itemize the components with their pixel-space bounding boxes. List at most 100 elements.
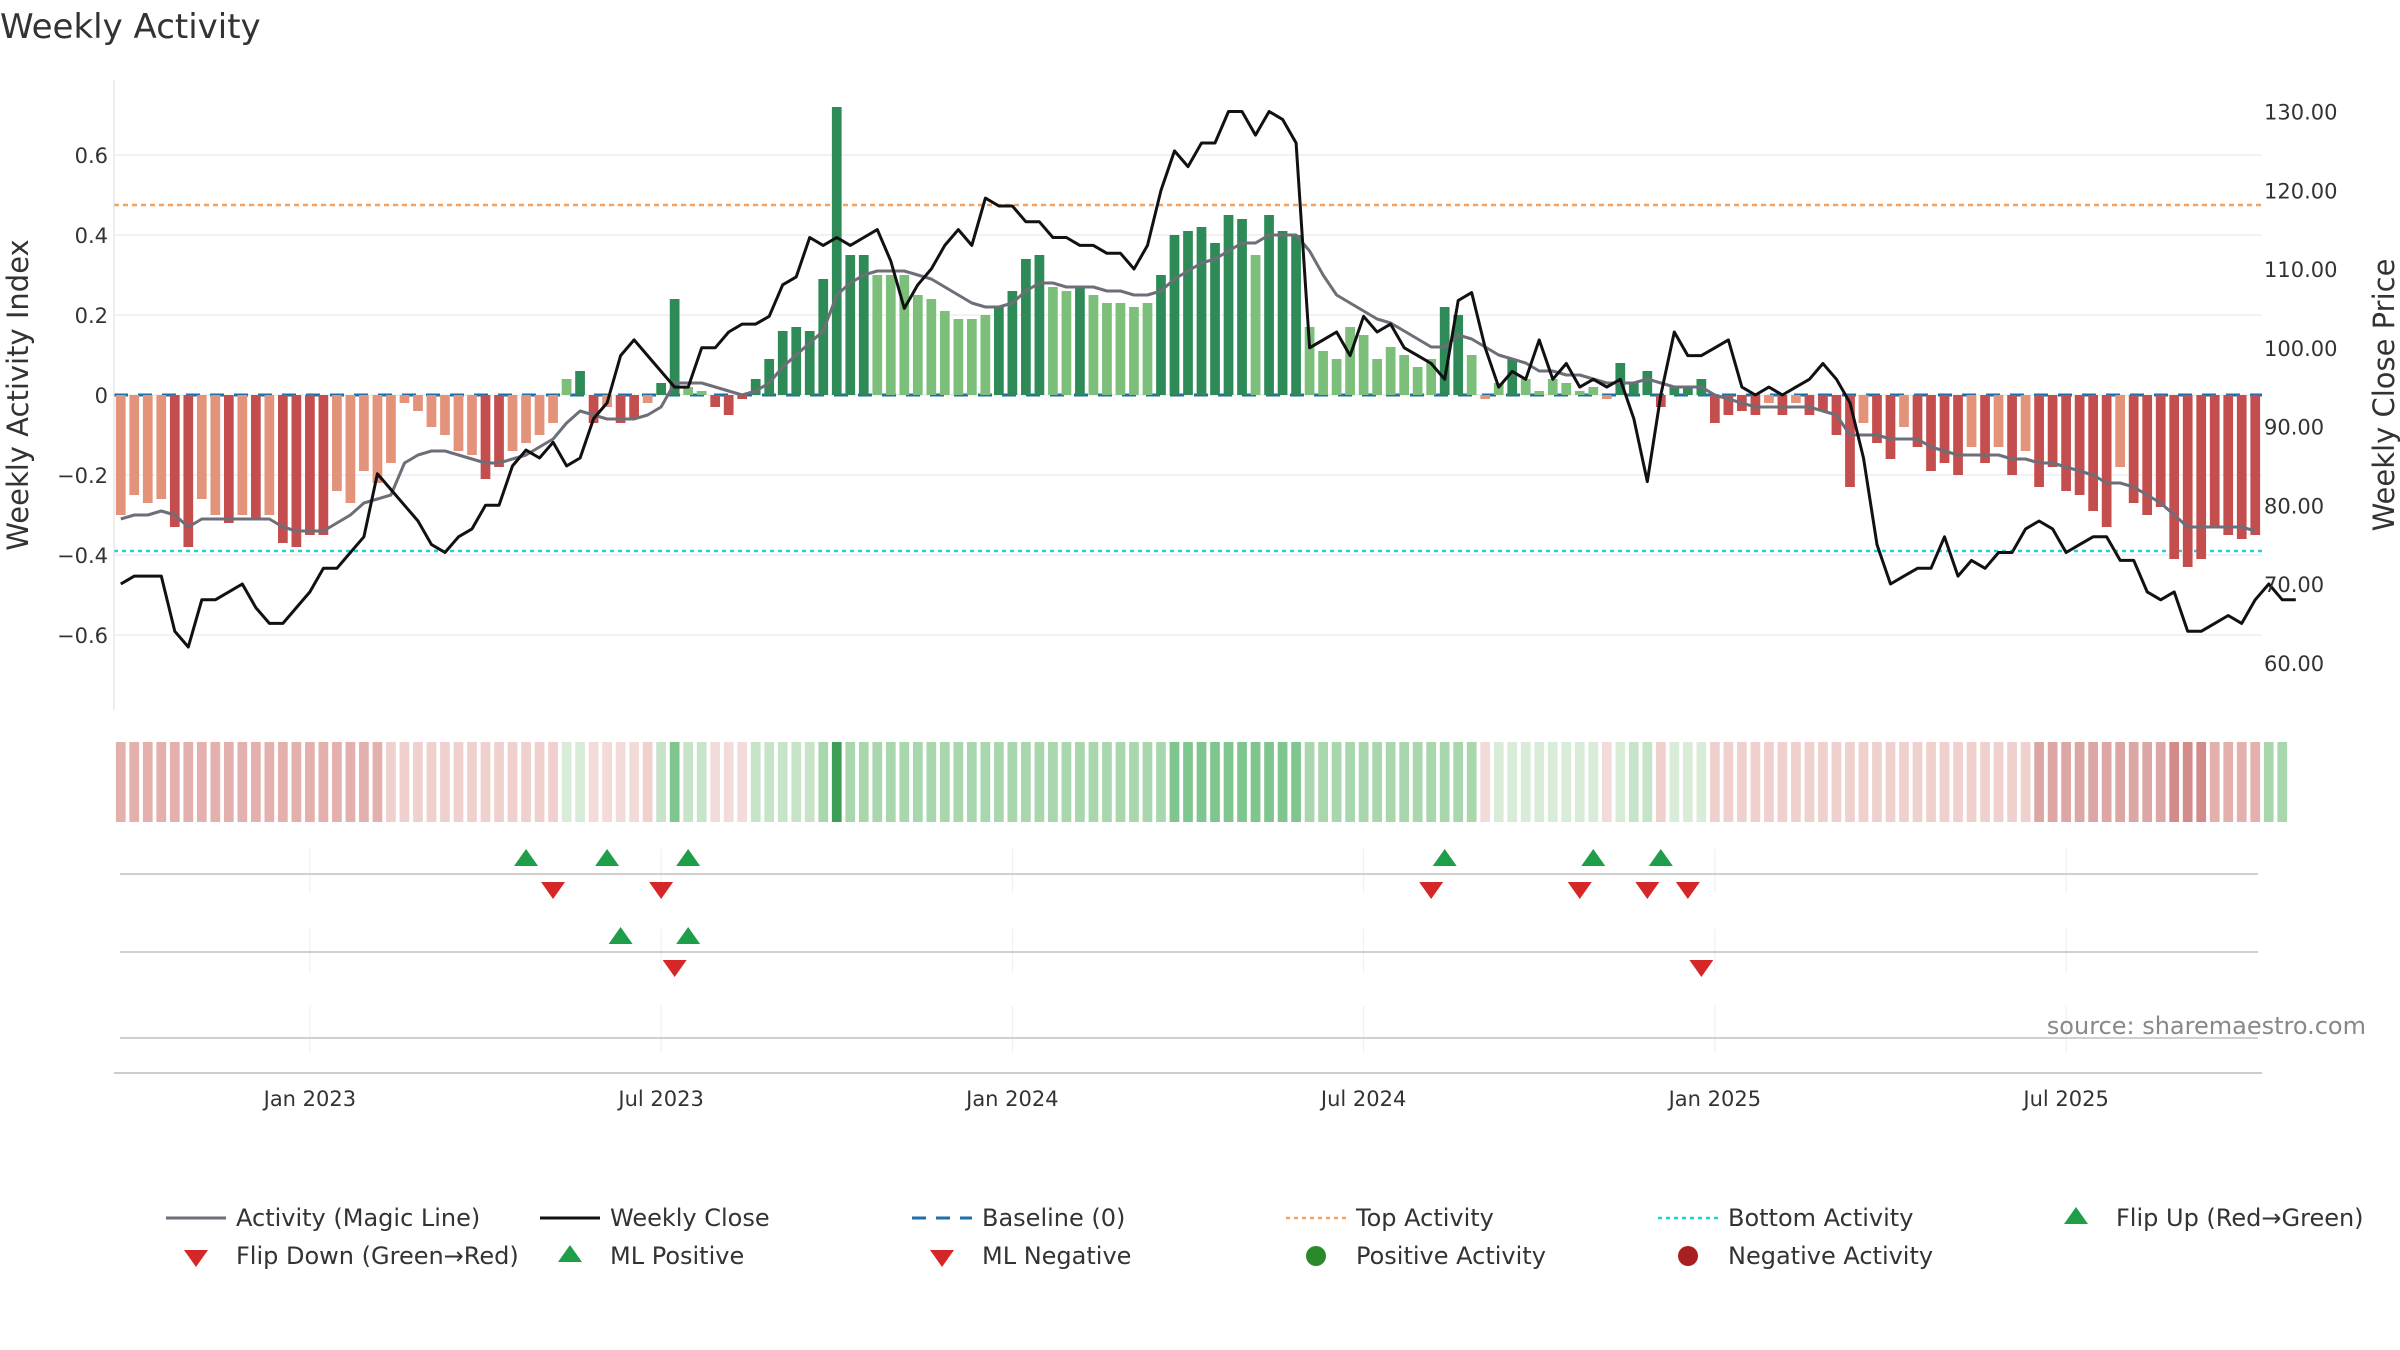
strip-cell — [1642, 742, 1653, 822]
activity-bar — [2007, 395, 2017, 475]
activity-bar — [1453, 315, 1464, 395]
strip-cell — [1764, 742, 1774, 822]
strip-cell — [1791, 742, 1801, 822]
strip-cell — [615, 742, 626, 822]
legend-item: Positive Activity — [1306, 1242, 1546, 1270]
strip-cell — [818, 742, 829, 822]
activity-bar — [1318, 351, 1328, 395]
activity-bar — [2142, 395, 2153, 515]
strip-cell — [2034, 742, 2044, 822]
y-left-tick-label: 0.4 — [75, 224, 108, 248]
activity-bar — [683, 387, 694, 395]
strip-cell — [1237, 742, 1247, 822]
strip-cell — [1453, 742, 1464, 822]
strip-cell — [1345, 742, 1355, 822]
activity-bar — [1980, 395, 1990, 463]
strip-cell — [1142, 742, 1153, 822]
strip-cell — [264, 742, 275, 822]
strip-cell — [669, 742, 680, 822]
legend-swatch-dot — [1306, 1246, 1326, 1266]
strip-cell — [1021, 742, 1031, 822]
activity-bar — [534, 395, 545, 435]
strip-cell — [1250, 742, 1261, 822]
strip-cell — [1804, 742, 1815, 822]
activity-bar — [723, 395, 734, 415]
legend-swatch-triangle-down — [184, 1250, 208, 1267]
strip-cell — [561, 742, 572, 822]
activity-bar — [1196, 227, 1207, 395]
strip-cell — [696, 742, 707, 822]
strip-cell — [1574, 742, 1585, 822]
activity-bar — [1169, 235, 1180, 395]
strip-cell — [305, 742, 315, 822]
activity-bar — [2034, 395, 2044, 487]
strip-cell — [2007, 742, 2017, 822]
activity-bar — [1547, 379, 1558, 395]
strip-cell — [1412, 742, 1423, 822]
y-axis-right-label: Weekly Close Price — [2367, 259, 2400, 532]
strip-cell — [885, 742, 896, 822]
strip-cell — [426, 742, 437, 822]
activity-bar — [1926, 395, 1936, 471]
y-axis-left-label: Weekly Activity Index — [1, 239, 35, 550]
activity-bar — [2128, 395, 2139, 503]
y-left-tick-label: −0.4 — [57, 544, 108, 568]
activity-bar — [2250, 395, 2261, 535]
strip-cell — [1966, 742, 1977, 822]
activity-bar — [737, 395, 748, 399]
activity-bar — [1750, 395, 1761, 415]
strip-cell — [2128, 742, 2139, 822]
strip-cell — [1615, 742, 1626, 822]
activity-bar — [278, 395, 288, 543]
activity-bar — [1493, 383, 1504, 395]
flip-up-marker — [595, 849, 620, 866]
ml-positive-marker — [608, 927, 633, 944]
strip-cell — [1953, 742, 1963, 822]
strip-cell — [142, 742, 153, 822]
strip-cell — [2142, 742, 2153, 822]
legend-label: ML Positive — [610, 1242, 744, 1270]
strip-cell — [710, 742, 721, 822]
legend-label: Flip Down (Green→Red) — [236, 1242, 519, 1270]
activity-bar — [386, 395, 396, 463]
strip-cell — [683, 742, 694, 822]
strip-cell — [237, 742, 248, 822]
strip-cell — [480, 742, 491, 822]
strip-cell — [1034, 742, 1045, 822]
legend-label: Baseline (0) — [982, 1204, 1125, 1232]
legend-item: Flip Up (Red→Green) — [2064, 1204, 2364, 1232]
strip-cell — [737, 742, 748, 822]
strip-cell — [1831, 742, 1842, 822]
strip-cell — [926, 742, 937, 822]
strip-cell — [2101, 742, 2112, 822]
activity-bar — [1007, 291, 1018, 395]
strip-cell — [1628, 742, 1639, 822]
strip-cell — [1426, 742, 1437, 822]
strip-cell — [1102, 742, 1112, 822]
x-tick-label: Jul 2023 — [616, 1087, 703, 1111]
strip-cell — [2277, 742, 2288, 822]
legend-item: Activity (Magic Line) — [166, 1204, 480, 1232]
activity-bar — [1628, 383, 1639, 395]
y-left-tick-label: 0.2 — [75, 304, 108, 328]
activity-bar — [1966, 395, 1977, 447]
activity-bar — [1372, 359, 1382, 395]
activity-bar — [1723, 395, 1734, 415]
activity-bar — [1399, 355, 1410, 395]
activity-bar — [1021, 259, 1031, 395]
strip-cell — [750, 742, 761, 822]
ml-negative-marker — [1689, 960, 1714, 977]
y-right-tick-label: 90.00 — [2264, 416, 2324, 440]
strip-cell — [1926, 742, 1936, 822]
activity-bar — [1385, 347, 1396, 395]
legend-item: Top Activity — [1286, 1204, 1494, 1232]
strip-cell — [1912, 742, 1923, 822]
activity-bar — [1953, 395, 1963, 475]
strip-cell — [1480, 742, 1491, 822]
activity-bar — [561, 379, 572, 395]
strip-cell — [332, 742, 342, 822]
strip-cell — [1899, 742, 1909, 822]
activity-bar — [1642, 371, 1653, 395]
activity-bar — [912, 295, 923, 395]
